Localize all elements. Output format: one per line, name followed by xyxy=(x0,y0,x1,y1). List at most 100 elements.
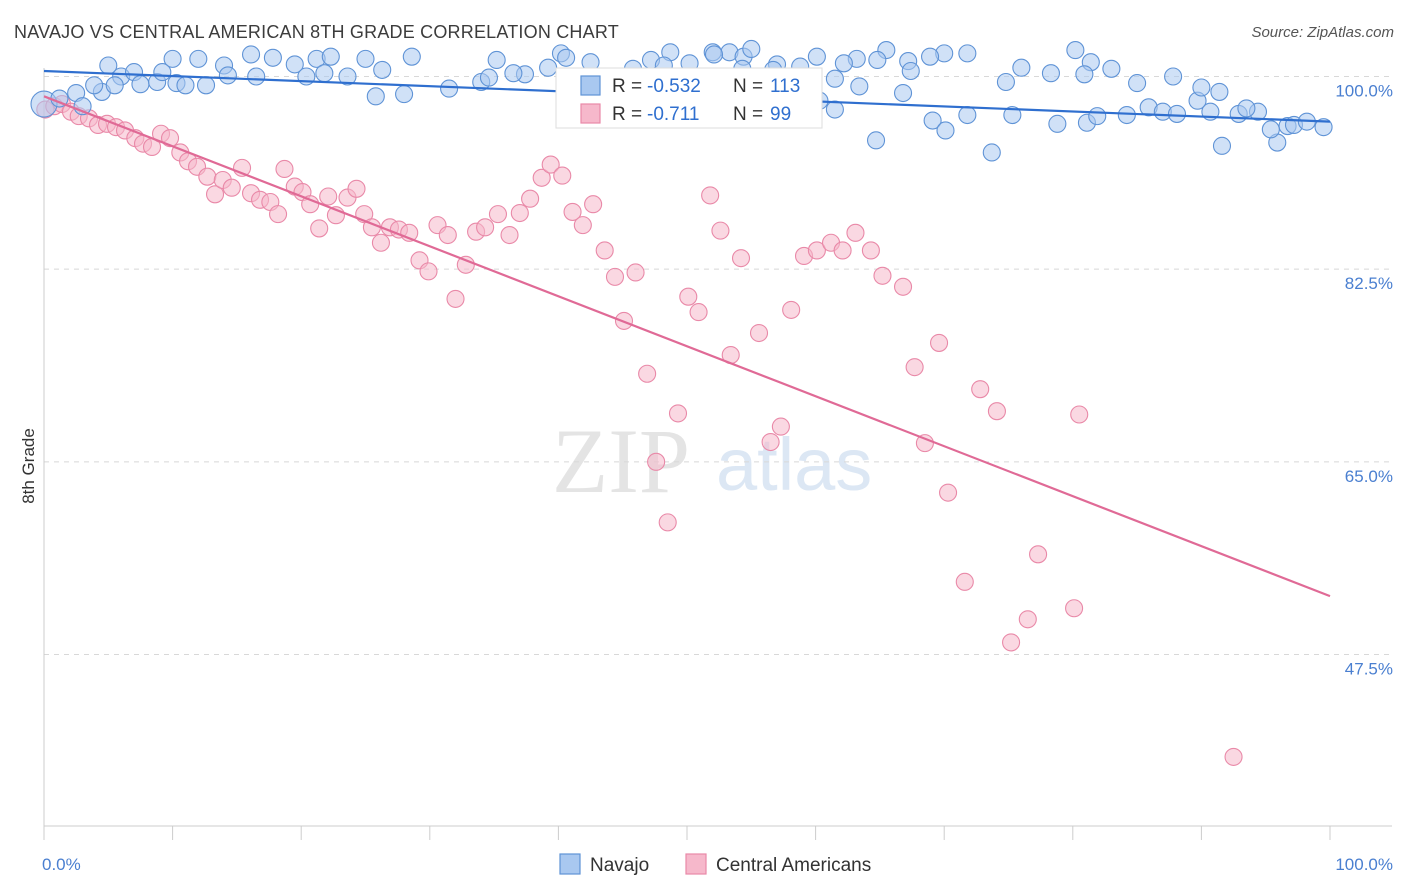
central-americans-point xyxy=(160,129,180,148)
central-americans-point xyxy=(584,195,603,214)
navajo-point xyxy=(1212,136,1232,155)
central-americans-point xyxy=(500,225,519,245)
central-americans-point xyxy=(510,203,529,223)
central-americans-point xyxy=(541,155,560,174)
central-americans-point xyxy=(310,219,329,238)
central-americans-point xyxy=(438,225,457,245)
navajo-point xyxy=(105,76,124,95)
central-americans-point xyxy=(205,185,225,204)
central-americans-point xyxy=(711,221,730,240)
central-americans-point xyxy=(222,178,241,197)
central-americans-point xyxy=(275,159,294,179)
navajo-point xyxy=(1237,99,1256,118)
legend-navajo-n-label: N = xyxy=(733,76,763,97)
navajo-point xyxy=(936,121,955,140)
y-tick-label: 47.5% xyxy=(1345,660,1393,679)
central-americans-point xyxy=(893,277,913,296)
central-americans-point xyxy=(731,249,751,268)
legend-central-n-value: 99 xyxy=(770,104,791,125)
navajo-point xyxy=(1117,105,1136,125)
navajo-point xyxy=(1066,41,1085,60)
navajo-point xyxy=(704,45,724,64)
navajo-point xyxy=(958,44,977,63)
central-americans-point xyxy=(476,218,495,237)
navajo-point xyxy=(834,54,853,73)
central-americans-point xyxy=(532,168,551,187)
central-americans-point xyxy=(679,287,698,306)
axes xyxy=(43,68,1392,840)
navajo-point xyxy=(1164,67,1183,86)
navajo-point xyxy=(893,83,913,103)
correlation-legend: R = -0.532 N = 113 R = -0.711 N = 99 xyxy=(555,67,823,129)
navajo-point xyxy=(1128,74,1147,93)
legend-central-r-label: R = xyxy=(612,104,642,125)
x-tick-label: 0.0% xyxy=(42,855,81,874)
central-americans-point xyxy=(939,483,958,502)
navajo-point xyxy=(1210,82,1229,101)
navajo-point xyxy=(557,48,576,67)
central-americans-point xyxy=(955,572,974,591)
navajo-point xyxy=(504,64,523,83)
central-americans-point xyxy=(638,364,657,383)
navajo-point xyxy=(263,48,282,67)
navajo-point xyxy=(850,77,869,96)
bottom-legend-navajo-swatch xyxy=(559,853,581,875)
navajo-point xyxy=(982,143,1001,162)
navajo-point xyxy=(866,131,886,150)
navajo-point xyxy=(356,49,375,68)
navajo-point xyxy=(366,87,385,106)
central-americans-point xyxy=(446,289,465,308)
central-americans-point xyxy=(771,417,790,436)
legend-navajo-swatch xyxy=(580,75,601,96)
y-tick-label: 100.0% xyxy=(1335,82,1393,101)
central-americans-point xyxy=(595,241,614,260)
navajo-point xyxy=(825,69,844,88)
navajo-point xyxy=(1192,78,1211,97)
navajo-point xyxy=(241,45,261,64)
central-americans-point xyxy=(833,241,852,260)
central-americans-point xyxy=(905,358,924,377)
central-americans-point xyxy=(626,263,645,282)
central-americans-point xyxy=(347,179,366,198)
watermark-atlas: atlas xyxy=(716,423,872,506)
central-americans-point xyxy=(1018,610,1037,629)
legend-navajo-n-value: 113 xyxy=(770,76,800,97)
navajo-point xyxy=(85,76,104,95)
central-americans-point xyxy=(807,241,826,260)
central-americans-point xyxy=(930,333,949,352)
central-americans-point xyxy=(269,205,288,224)
navajo-point xyxy=(1041,64,1060,83)
navajo-point xyxy=(1314,118,1333,137)
navajo-point xyxy=(176,76,195,95)
central-americans-point xyxy=(761,432,780,452)
navajo-point xyxy=(1102,59,1121,78)
central-americans-point xyxy=(553,166,572,185)
tick-labels: 47.5% 65.0% 82.5% 100.0% 0.0% 100.0% xyxy=(42,82,1393,875)
bottom-legend-central-swatch xyxy=(685,853,707,875)
central-americans-point xyxy=(658,513,677,532)
navajo-point xyxy=(1261,120,1280,139)
navajo-point xyxy=(1012,58,1031,77)
central-americans-point xyxy=(749,323,769,343)
legend-central-n-label: N = xyxy=(733,104,763,125)
legend-central-swatch xyxy=(580,103,601,124)
central-americans-point xyxy=(846,223,865,242)
navajo-point xyxy=(338,67,357,86)
navajo-point xyxy=(487,50,506,70)
central-americans-point xyxy=(521,189,540,208)
central-americans-point xyxy=(456,255,475,274)
navajo-point xyxy=(196,76,216,95)
navajo-point xyxy=(1075,65,1094,84)
navajo-point xyxy=(1167,104,1187,123)
navajo-point xyxy=(163,49,182,68)
gridlines xyxy=(44,76,1392,655)
navajo-point xyxy=(131,75,150,94)
central-americans-point xyxy=(1002,633,1021,652)
regression-lines xyxy=(43,69,1331,598)
navajo-point xyxy=(923,111,942,130)
navajo-point xyxy=(825,100,844,119)
central-americans-point xyxy=(861,241,880,260)
central-americans-point xyxy=(701,186,720,205)
navajo-point xyxy=(996,72,1015,92)
navajo-point xyxy=(539,58,558,77)
